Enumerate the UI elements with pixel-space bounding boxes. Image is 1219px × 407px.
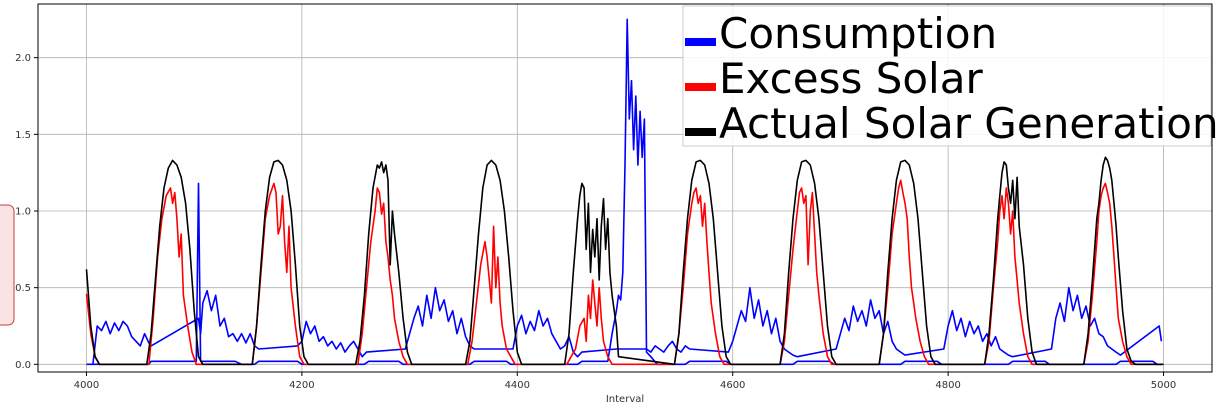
y-tick-label: 2.0 — [15, 53, 31, 64]
series-line-actual-solar-generation-3 — [85, 156, 1164, 366]
series-layer — [85, 18, 1164, 366]
y-tick-label: 1.0 — [15, 207, 31, 218]
legend-swatch — [685, 38, 716, 46]
legend-box — [682, 5, 1212, 147]
legend-swatch — [685, 128, 716, 136]
legend-label: Actual Solar Generation — [719, 99, 1219, 148]
x-tick-label: 4200 — [289, 380, 314, 391]
side-tab-decoration — [0, 204, 15, 326]
y-axis-ticks: 0.0 0.5 1.0 1.5 2.0 — [15, 53, 38, 371]
x-tick-label: 4800 — [935, 380, 960, 391]
plot-frame — [37, 3, 1213, 373]
x-tick-label: 4600 — [720, 380, 745, 391]
series-line-consumption-1 — [92, 286, 1163, 365]
x-tick-label: 4000 — [74, 380, 99, 391]
legend-label: Excess Solar — [719, 54, 983, 103]
y-tick-label: 0.5 — [15, 283, 31, 294]
y-tick-label: 0.0 — [15, 360, 31, 371]
legend-swatch — [685, 83, 716, 91]
x-tick-label: 4400 — [505, 380, 530, 391]
legend-label: Consumption — [719, 9, 997, 58]
x-axis-ticks: 4000 4200 4400 4600 4800 5000 — [74, 372, 1176, 391]
y-tick-label: 1.5 — [15, 130, 31, 141]
x-tick-label: 5000 — [1151, 380, 1176, 391]
x-axis-label: Interval — [606, 394, 644, 405]
